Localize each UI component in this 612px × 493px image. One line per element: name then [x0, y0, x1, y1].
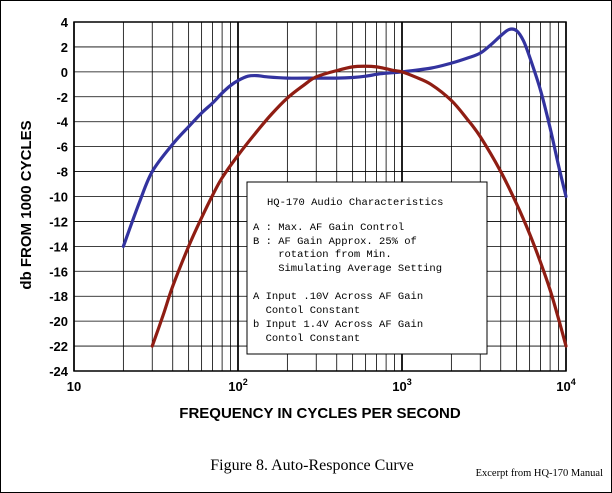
y-tick-label: -8: [56, 165, 68, 180]
y-tick-label: -2: [56, 90, 68, 105]
legend-line: A Input .10V Across AF Gain: [253, 291, 423, 303]
y-tick-label: -16: [49, 264, 68, 279]
y-tick-label: -22: [49, 339, 68, 354]
y-tick-label: 2: [61, 40, 68, 55]
y-tick-label: -20: [49, 314, 68, 329]
series-layer: [121, 27, 568, 348]
y-tick-labels: 4 2 0 -2 -4 -6 -8 -10 -12 -14 -16 -18 -20 -22 -24: [49, 15, 69, 379]
y-tick-label: 4: [61, 15, 69, 30]
x-tick-label: 103: [392, 377, 411, 394]
y-tick-label: 0: [61, 65, 68, 80]
y-axis-title: db FROM 1000 CYCLES: [18, 120, 35, 289]
figure-caption: Figure 8. Auto-Responce Curve: [210, 457, 414, 474]
legend-line: rotation from Min.: [253, 249, 392, 261]
y-tick-label: -4: [56, 115, 68, 130]
y-tick-label: -10: [49, 190, 68, 205]
source-credit: Excerpt from HQ-170 Manual: [476, 468, 604, 479]
x-tick-label: 10: [67, 379, 81, 394]
legend-title: HQ-170 Audio Characteristics: [267, 197, 443, 209]
y-tick-label: -18: [49, 289, 68, 304]
y-tick-label: -24: [49, 364, 69, 379]
x-axis-title: FREQUENCY IN CYCLES PER SECOND: [179, 405, 461, 422]
x-tick-labels: 10 102 103 104: [67, 377, 576, 394]
legend-line: b Input 1.4V Across AF Gain: [253, 319, 423, 331]
legend-line: Simulating Average Setting: [253, 263, 442, 275]
legend-line: B : AF Gain Approx. 25% of: [253, 236, 417, 248]
legend-lines: A : Max. AF Gain Control B : AF Gain Appr…: [253, 222, 442, 345]
y-tick-label: -12: [49, 214, 68, 229]
series-line-1: [121, 27, 568, 248]
legend-line: Contol Constant: [253, 305, 360, 317]
x-tick-label: 104: [556, 377, 575, 394]
y-tick-label: -14: [49, 239, 69, 254]
x-tick-label: 102: [228, 377, 247, 394]
legend-box: HQ-170 Audio Characteristics A : Max. AF…: [246, 181, 488, 355]
legend-line: A : Max. AF Gain Control: [253, 222, 404, 234]
series-line-2: [150, 64, 568, 348]
legend-line: Contol Constant: [253, 333, 360, 345]
y-tick-label: -6: [56, 140, 68, 155]
